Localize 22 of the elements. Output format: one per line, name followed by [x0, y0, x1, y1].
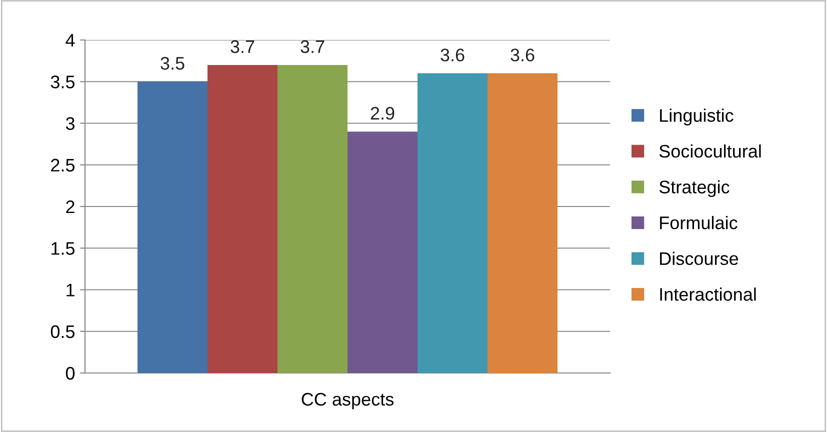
data-label: 3.7: [230, 40, 254, 54]
y-tick-label: 2: [66, 200, 74, 214]
data-label: 3.6: [510, 48, 534, 62]
legend-label: Strategic: [659, 180, 730, 198]
legend-label: Discourse: [660, 252, 738, 266]
y-tick-label: 0: [66, 366, 75, 380]
data-label: 2.9: [370, 106, 394, 120]
x-tick-label: CC aspects: [302, 392, 394, 410]
y-tick-label: 2.5: [51, 158, 75, 172]
legend-label: Formulaic: [660, 216, 738, 230]
y-tick-label: 1: [66, 284, 74, 296]
y-tick-label: 3: [66, 117, 74, 130]
y-tick-label: 1.5: [52, 242, 75, 255]
data-label: 3.5: [160, 56, 184, 70]
data-label: 3.7: [300, 40, 324, 54]
legend-label: Linguistic: [660, 108, 734, 126]
data-label: 3.6: [440, 48, 464, 62]
y-tick-label: 4: [66, 34, 75, 47]
legend-label: Interactional: [660, 288, 756, 301]
legend-label: Sociocultural: [659, 144, 761, 158]
y-tick-label: 3.5: [50, 76, 75, 88]
y-tick-label: 0.5: [50, 325, 75, 338]
